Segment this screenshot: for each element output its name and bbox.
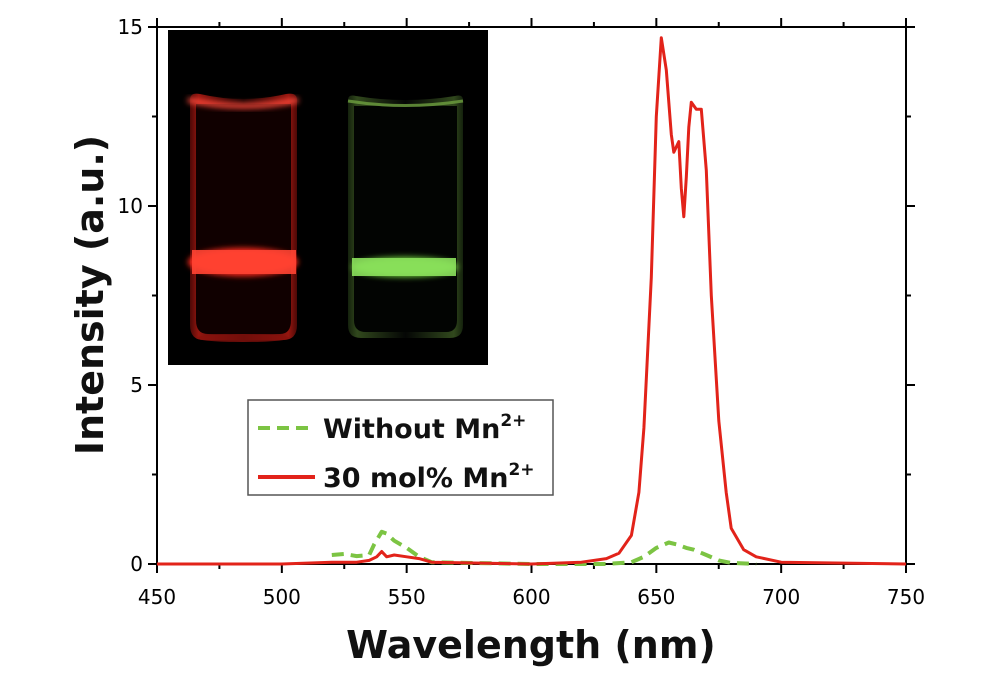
x-tick-label: 450 xyxy=(138,585,176,609)
y-tick-label: 5 xyxy=(130,373,143,397)
inset-photo xyxy=(168,30,488,365)
x-axis-title: Wavelength (nm) xyxy=(346,623,716,667)
series-layer xyxy=(157,36,907,566)
series-line-without-mn xyxy=(331,529,757,566)
y-tick-label: 10 xyxy=(118,194,143,218)
axes: 450 500 550 600 650 700 750 0 5 10 15 xyxy=(118,15,926,609)
vial-red xyxy=(187,93,299,342)
x-tick-label: 600 xyxy=(512,585,550,609)
y-axis-title: Intensity (a.u.) xyxy=(68,135,112,455)
legend-label-30-mol-mn: 30 mol% Mn2+ xyxy=(323,460,535,494)
legend-box xyxy=(247,399,554,496)
y-tick-label: 15 xyxy=(118,15,143,39)
x-tick-label: 550 xyxy=(388,585,426,609)
x-tick-label: 500 xyxy=(263,585,301,609)
y-tick-label: 0 xyxy=(130,552,143,576)
vial-green xyxy=(347,95,464,338)
series-line-30-mol-mn xyxy=(157,36,907,566)
legend: Without Mn2+ 30 mol% Mn2+ xyxy=(247,399,554,496)
x-tick-label: 750 xyxy=(887,585,925,609)
x-tick-label: 700 xyxy=(762,585,800,609)
x-tick-label: 650 xyxy=(637,585,675,609)
legend-label-without-mn: Without Mn2+ xyxy=(323,411,526,445)
